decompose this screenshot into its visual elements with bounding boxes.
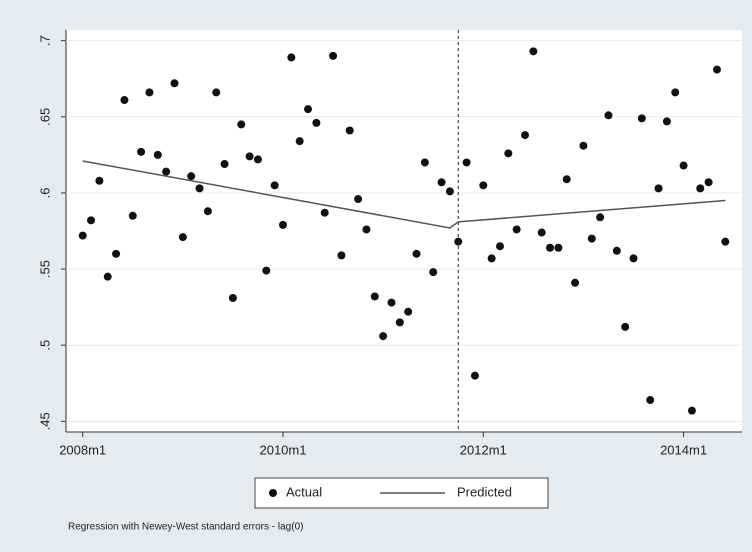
point: [103, 272, 112, 281]
point: [362, 225, 371, 234]
x-tick-label: 2008m1: [59, 442, 106, 457]
point: [195, 184, 204, 193]
point: [487, 254, 496, 263]
point: [546, 243, 555, 252]
point: [437, 178, 446, 187]
x-tick-label: 2014m1: [660, 442, 707, 457]
point: [78, 231, 87, 240]
point: [404, 307, 413, 316]
point: [704, 178, 713, 187]
point: [320, 208, 329, 217]
point: [354, 195, 363, 204]
point: [579, 141, 588, 150]
point: [654, 184, 663, 193]
point: [120, 96, 129, 105]
point: [253, 155, 262, 164]
legend-label: Actual: [286, 484, 322, 499]
point: [220, 160, 229, 168]
point: [312, 118, 321, 127]
point: [529, 47, 538, 56]
point: [245, 152, 254, 161]
point: [596, 213, 605, 222]
point: [278, 220, 287, 229]
point: [170, 79, 179, 88]
point: [228, 294, 237, 302]
point: [454, 237, 463, 246]
point: [479, 181, 488, 190]
point: [370, 292, 379, 301]
point: [237, 120, 246, 129]
point: [145, 88, 154, 97]
legend-swatch: [269, 489, 277, 497]
x-tick-label: 2010m1: [259, 442, 306, 457]
y-tick-label: .55: [37, 260, 52, 278]
point: [112, 249, 121, 258]
point: [604, 111, 613, 120]
point: [262, 266, 271, 275]
point: [696, 184, 705, 193]
point: [562, 175, 571, 184]
point: [178, 233, 187, 242]
point: [662, 117, 671, 126]
point: [87, 216, 96, 225]
y-tick-label: .5: [37, 340, 52, 351]
point: [345, 126, 354, 135]
point: [137, 147, 146, 156]
point: [495, 242, 504, 251]
x-tick-label: 2012m1: [460, 442, 507, 457]
point: [571, 278, 580, 287]
point: [295, 137, 304, 146]
point: [270, 181, 279, 190]
point: [203, 207, 212, 216]
y-tick-label: .65: [37, 108, 52, 126]
point: [95, 176, 104, 185]
point: [212, 88, 221, 97]
point: [379, 332, 388, 341]
point: [687, 406, 696, 415]
point: [304, 105, 313, 114]
point: [612, 246, 621, 255]
point: [420, 158, 429, 167]
point: [395, 318, 404, 327]
point: [646, 396, 655, 405]
y-tick-label: .6: [37, 188, 52, 199]
point: [128, 211, 137, 220]
point: [470, 371, 479, 380]
legend-label: Predicted: [457, 484, 512, 499]
point: [445, 187, 454, 196]
point: [679, 161, 688, 170]
point: [712, 65, 721, 74]
point: [337, 251, 346, 260]
point: [554, 243, 563, 252]
point: [512, 225, 521, 234]
predicted-line: [82, 160, 726, 229]
plot-area: [66, 30, 742, 432]
point: [429, 268, 438, 277]
point: [721, 237, 730, 246]
point: [521, 131, 530, 140]
point: [412, 249, 421, 258]
point: [287, 53, 296, 62]
point: [462, 158, 471, 167]
point: [537, 228, 546, 237]
y-tick-label: .7: [37, 35, 52, 46]
point: [671, 88, 680, 97]
point: [504, 149, 513, 158]
y-tick-label: .45: [37, 412, 52, 430]
point: [629, 254, 638, 263]
point: [621, 322, 630, 331]
point: [162, 167, 171, 176]
point: [637, 114, 646, 123]
note: Regression with Newey-West standard erro…: [68, 522, 303, 533]
point: [329, 51, 338, 60]
point: [387, 298, 396, 307]
point: [153, 150, 162, 159]
point: [587, 234, 596, 243]
point: [187, 172, 196, 181]
